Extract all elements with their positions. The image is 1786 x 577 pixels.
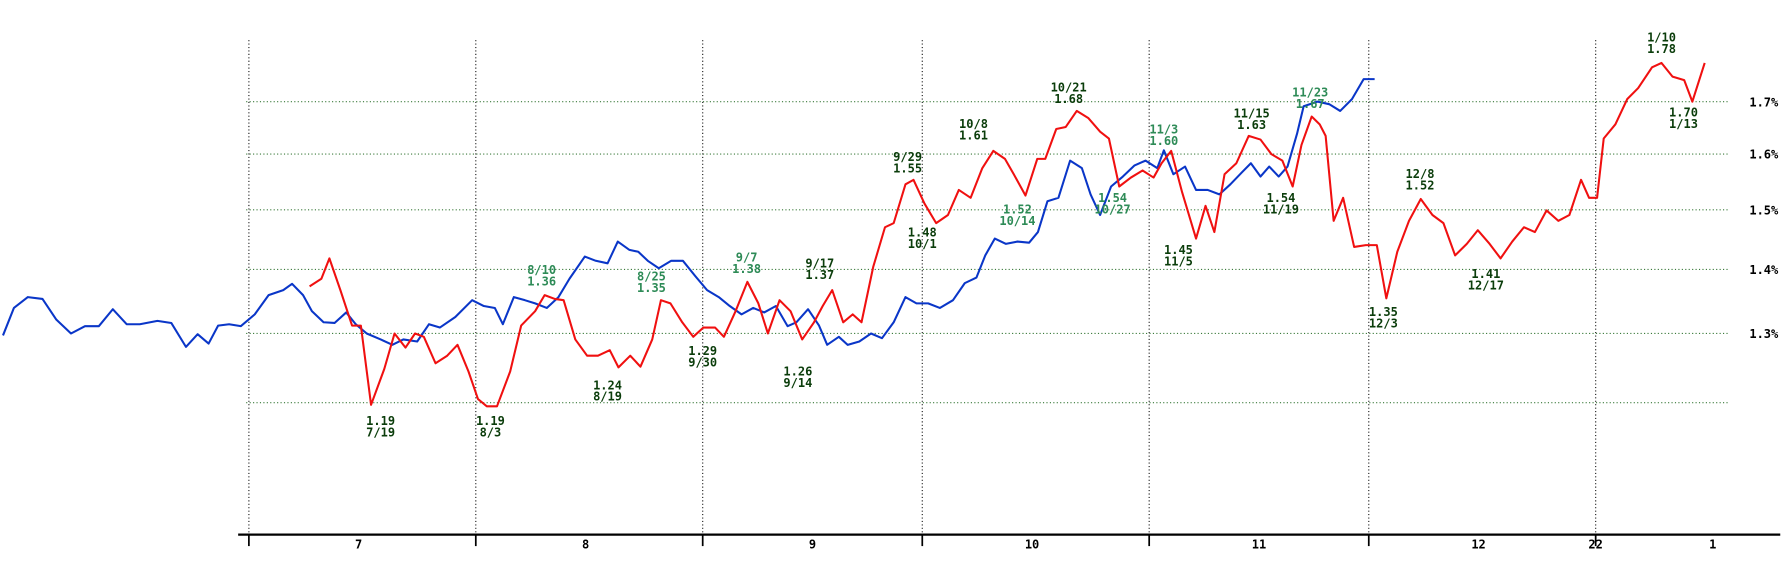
annotation-value: 1.63 [1237, 118, 1266, 132]
x-tick-label: 7 [355, 537, 362, 551]
y-tick-label: 1.3% [1749, 327, 1779, 341]
annotation-value: 1.54 [1098, 191, 1127, 205]
annotation-date: 10/8 [959, 117, 988, 131]
annotation-date: 11/15 [1234, 106, 1270, 120]
x-tick-label: 9 [809, 537, 816, 551]
annotation-value: 1.19 [476, 414, 505, 428]
annotation-date: 12/8 [1406, 167, 1435, 181]
annotation-date: 9/30 [688, 356, 717, 370]
x-tick-label: 8 [582, 537, 589, 551]
annotation-value: 1.70 [1669, 106, 1698, 120]
x-tick-label: 12 [1471, 537, 1485, 551]
annotation-date: 11/19 [1263, 202, 1299, 216]
annotation-date: 7/19 [366, 425, 395, 439]
plot-area [2, 61, 1706, 408]
y-tick-label: 1.6% [1749, 148, 1779, 162]
annotation-date: 11/23 [1292, 86, 1328, 100]
annotation-date: 8/19 [593, 390, 622, 404]
annotation-value: 1.36 [527, 274, 556, 288]
annotation-date: 11/5 [1164, 255, 1193, 269]
annotation-value: 1.52 [1003, 202, 1032, 216]
labels: 1.3%1.4%1.5%1.6%1.7%7 8 9 10 11 12 22 17/191.19… [355, 30, 1779, 551]
annotation-date: 10/21 [1051, 80, 1087, 94]
annotation-value: 1.68 [1054, 92, 1083, 106]
annotation-value: 1.19 [366, 414, 395, 428]
annotation-value: 1.54 [1266, 191, 1295, 205]
x-tick-label: 22 [1588, 537, 1602, 551]
annotation-value: 1.35 [637, 281, 666, 295]
annotation-date: 1/10 [1647, 30, 1676, 44]
grid [238, 40, 1781, 547]
annotation-date: 9/7 [736, 250, 758, 264]
annotation-value: 1.45 [1164, 243, 1193, 257]
annotation-date: 10/1 [908, 237, 937, 251]
x-tick-label: 11 [1252, 537, 1266, 551]
annotation-date: 9/29 [893, 150, 922, 164]
annotation-value: 1.52 [1406, 178, 1435, 192]
line [309, 61, 1706, 408]
annotation-value: 1.78 [1647, 42, 1676, 56]
annotation-date: 11/3 [1149, 123, 1178, 137]
annotation-date: 9/17 [805, 257, 834, 271]
annotation-value: 1.24 [593, 378, 622, 392]
x-tick-label: 10 [1025, 537, 1039, 551]
annotation-value: 1.38 [732, 262, 761, 276]
annotation-date: 8/10 [527, 263, 556, 277]
annotation-value: 1.48 [908, 225, 937, 239]
annotation-value: 1.67 [1296, 97, 1325, 111]
annotation-value: 1.60 [1149, 134, 1178, 148]
annotation-value: 1.29 [688, 344, 717, 358]
y-tick-label: 1.5% [1749, 203, 1779, 217]
annotation-date: 1/13 [1669, 117, 1698, 131]
y-tick-label: 1.4% [1749, 263, 1779, 277]
line [2, 78, 1375, 348]
y-tick-label: 1.7% [1749, 95, 1779, 109]
annotation-date: 12/3 [1369, 316, 1398, 330]
annotation-date: 12/17 [1468, 279, 1504, 293]
annotation-date: 9/14 [783, 376, 812, 390]
annotation-value: 1.55 [893, 161, 922, 175]
annotation-value: 1.26 [783, 364, 812, 378]
annotation-value: 1.61 [959, 129, 988, 143]
annotation-date: 8/3 [480, 425, 502, 439]
annotation-value: 1.41 [1471, 267, 1500, 281]
annotation-value: 1.37 [805, 268, 834, 282]
annotation-value: 1.35 [1369, 305, 1398, 319]
annotation-date: 10/14 [999, 214, 1035, 228]
annotation-date: 10/27 [1094, 202, 1130, 216]
x-tick-label: 1 [1709, 537, 1716, 551]
annotation-date: 8/25 [637, 269, 666, 283]
